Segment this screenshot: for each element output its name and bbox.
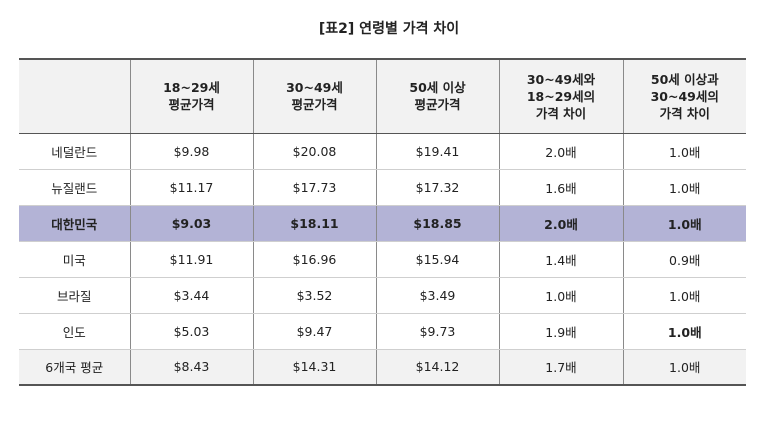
value-cell: $3.49: [375, 277, 500, 314]
value-cell: 1.4배: [498, 241, 624, 278]
value-cell: $16.96: [252, 241, 377, 278]
country-cell: 뉴질랜드: [19, 169, 131, 206]
value-cell: $8.43: [129, 349, 254, 386]
table-row-average: 6개국 평균 $8.43 $14.31 $14.12 1.7배 1.0배: [19, 349, 746, 386]
value-cell: 1.0배: [622, 313, 746, 350]
value-cell: 2.0배: [498, 205, 624, 242]
table-row-highlighted: 대한민국 $9.03 $18.11 $18.85 2.0배 1.0배: [19, 205, 746, 242]
age-price-table: 18~29세 평균가격 30~49세 평균가격 50세 이상 평균가격 30~4…: [19, 58, 746, 386]
value-cell: 1.9배: [498, 313, 624, 350]
header-cell-diff-50plus-vs-30-49: 50세 이상과 30~49세의 가격 차이: [622, 58, 746, 134]
value-cell: $17.73: [252, 169, 377, 206]
value-cell: $3.52: [252, 277, 377, 314]
value-cell: $15.94: [375, 241, 500, 278]
value-cell: $14.12: [375, 349, 500, 386]
table-title: [표2] 연령별 가격 차이: [318, 21, 460, 37]
header-cell-30-49-avg: 30~49세 평균가격: [252, 58, 377, 134]
country-cell: 대한민국: [19, 205, 131, 242]
value-cell: 1.0배: [622, 133, 746, 170]
value-cell: $9.47: [252, 313, 377, 350]
value-cell: $9.98: [129, 133, 254, 170]
value-cell: 2.0배: [498, 133, 624, 170]
value-cell: $14.31: [252, 349, 377, 386]
value-cell: 0.9배: [622, 241, 746, 278]
value-cell: 1.0배: [622, 349, 746, 386]
value-cell: $11.17: [129, 169, 254, 206]
table-row: 미국 $11.91 $16.96 $15.94 1.4배 0.9배: [19, 241, 746, 278]
table-row: 뉴질랜드 $11.17 $17.73 $17.32 1.6배 1.0배: [19, 169, 746, 206]
table-header-row: 18~29세 평균가격 30~49세 평균가격 50세 이상 평균가격 30~4…: [19, 58, 746, 134]
country-cell: 브라질: [19, 277, 131, 314]
header-cell-diff-30-49-vs-18-29: 30~49세와 18~29세의 가격 차이: [498, 58, 624, 134]
table-row: 네덜란드 $9.98 $20.08 $19.41 2.0배 1.0배: [19, 133, 746, 170]
value-cell: $11.91: [129, 241, 254, 278]
country-cell: 인도: [19, 313, 131, 350]
value-cell: $17.32: [375, 169, 500, 206]
table-row: 브라질 $3.44 $3.52 $3.49 1.0배 1.0배: [19, 277, 746, 314]
value-cell: $5.03: [129, 313, 254, 350]
value-cell: 1.0배: [622, 205, 746, 242]
value-cell: $3.44: [129, 277, 254, 314]
value-cell: $18.85: [375, 205, 500, 242]
value-cell: $9.03: [129, 205, 254, 242]
value-cell: 1.7배: [498, 349, 624, 386]
value-cell: $19.41: [375, 133, 500, 170]
country-cell: 6개국 평균: [19, 349, 131, 386]
country-cell: 네덜란드: [19, 133, 131, 170]
country-cell: 미국: [19, 241, 131, 278]
header-cell-country: [19, 58, 131, 134]
header-cell-50plus-avg: 50세 이상 평균가격: [375, 58, 500, 134]
value-cell: $20.08: [252, 133, 377, 170]
table-row: 인도 $5.03 $9.47 $9.73 1.9배 1.0배: [19, 313, 746, 350]
value-cell: 1.0배: [622, 169, 746, 206]
value-cell: 1.0배: [622, 277, 746, 314]
value-cell: $9.73: [375, 313, 500, 350]
value-cell: 1.0배: [498, 277, 624, 314]
value-cell: 1.6배: [498, 169, 624, 206]
header-cell-18-29-avg: 18~29세 평균가격: [129, 58, 254, 134]
value-cell: $18.11: [252, 205, 377, 242]
